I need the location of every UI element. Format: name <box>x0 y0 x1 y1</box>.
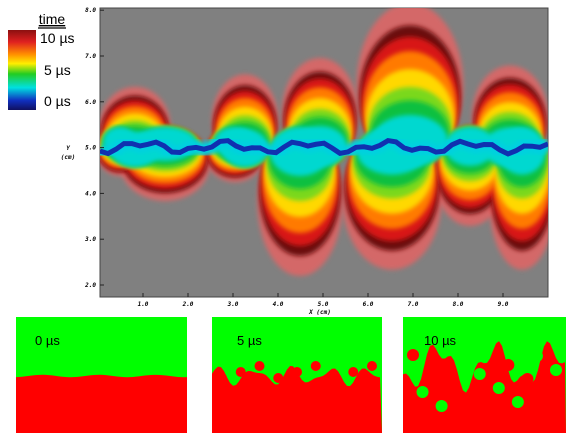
panel-finger <box>492 382 505 394</box>
y-tick-label: 7.0 <box>85 53 96 60</box>
panel-finger <box>254 361 265 371</box>
panel-finger <box>454 354 467 366</box>
colorbar <box>8 30 36 110</box>
panel-finger <box>310 361 321 371</box>
colorbar-title: time <box>39 11 66 27</box>
panel-finger <box>521 373 534 385</box>
x-tick-label: 8.0 <box>453 301 464 308</box>
panel-finger <box>464 391 477 403</box>
x-tick-label: 1.0 <box>138 301 149 308</box>
panel-finger <box>217 373 227 383</box>
panel-finger <box>550 364 562 376</box>
y-tick-label: 2.0 <box>84 282 96 289</box>
panel-finger <box>530 350 543 362</box>
x-tick-label: 2.0 <box>182 301 194 308</box>
panel-finger <box>235 367 246 377</box>
panel-finger <box>273 373 284 383</box>
panel-finger <box>473 368 486 380</box>
panel-finger <box>435 400 448 412</box>
colorbar-label: 5 µs <box>44 62 71 78</box>
panel-finger <box>445 377 458 389</box>
panel-finger <box>416 386 429 398</box>
colorbar-label: 10 µs <box>40 30 75 46</box>
heat-blob <box>356 127 428 175</box>
panel-label: 10 µs <box>424 333 457 348</box>
heat-band <box>100 137 548 157</box>
panel-finger <box>511 396 524 408</box>
y-axis-label: Y <box>66 145 70 152</box>
heatmap <box>100 8 548 276</box>
x-tick-label: 7.0 <box>408 301 419 308</box>
y-tick-label: 5.0 <box>85 145 96 152</box>
panel-fluid <box>212 365 382 433</box>
y-axis-label: (cm) <box>61 154 75 161</box>
colorbar-label: 0 µs <box>44 93 71 109</box>
y-tick-label: 6.0 <box>85 99 96 106</box>
panel-finger <box>348 367 359 377</box>
x-tick-label: 3.0 <box>227 301 239 308</box>
panel-fluid <box>16 374 187 433</box>
x-tick-label: 9.0 <box>498 301 509 308</box>
panel-finger <box>540 387 553 399</box>
x-tick-label: 6.0 <box>363 301 374 308</box>
panel-finger <box>483 405 496 417</box>
panel-finger <box>426 363 439 375</box>
panel-finger <box>329 373 340 383</box>
y-tick-label: 8.0 <box>85 7 96 14</box>
x-tick-label: 4.0 <box>273 301 284 308</box>
x-axis-label: X (cm) <box>308 309 331 316</box>
panel-label: 5 µs <box>237 333 262 348</box>
panel-finger <box>292 367 302 377</box>
panel-finger <box>407 349 419 361</box>
panel-label: 0 µs <box>35 333 60 348</box>
panel-finger <box>502 359 515 371</box>
x-tick-label: 5.0 <box>318 301 329 308</box>
y-tick-label: 3.0 <box>84 236 96 243</box>
panel-finger <box>367 361 377 371</box>
y-tick-label: 4.0 <box>85 190 96 197</box>
panels: 0 µs 5 µs 10 µs <box>16 317 566 433</box>
